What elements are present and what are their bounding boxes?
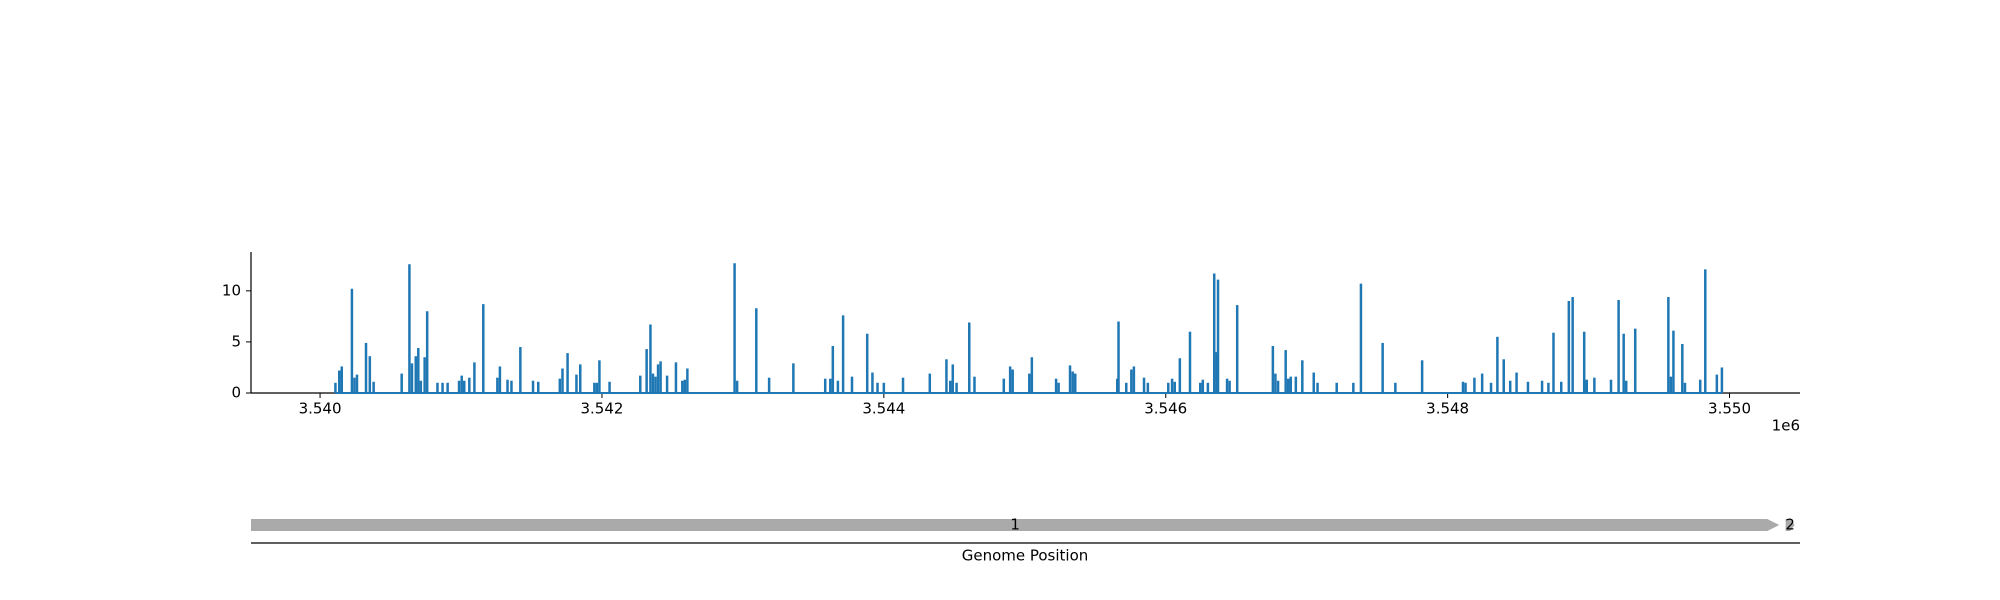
feature-arrow xyxy=(1785,519,1795,531)
x-tick-label: 3.550 xyxy=(1708,400,1751,418)
y-tick-label: 0 xyxy=(231,384,241,402)
feature-label: 1 xyxy=(1010,516,1020,534)
y-tick-label: 10 xyxy=(222,281,241,299)
feature-arrow xyxy=(251,519,1780,531)
x-tick-label: 3.546 xyxy=(1144,400,1187,418)
x-tick-label: 3.544 xyxy=(862,400,905,418)
x-axis-label: Genome Position xyxy=(962,547,1089,565)
x-tick-label: 3.542 xyxy=(580,400,623,418)
x-offset-label: 1e6 xyxy=(1772,417,1800,435)
feature-label: 2 xyxy=(1785,516,1795,534)
x-tick-label: 3.548 xyxy=(1426,400,1469,418)
y-tick-label: 5 xyxy=(231,332,241,350)
x-tick-label: 3.540 xyxy=(299,400,342,418)
